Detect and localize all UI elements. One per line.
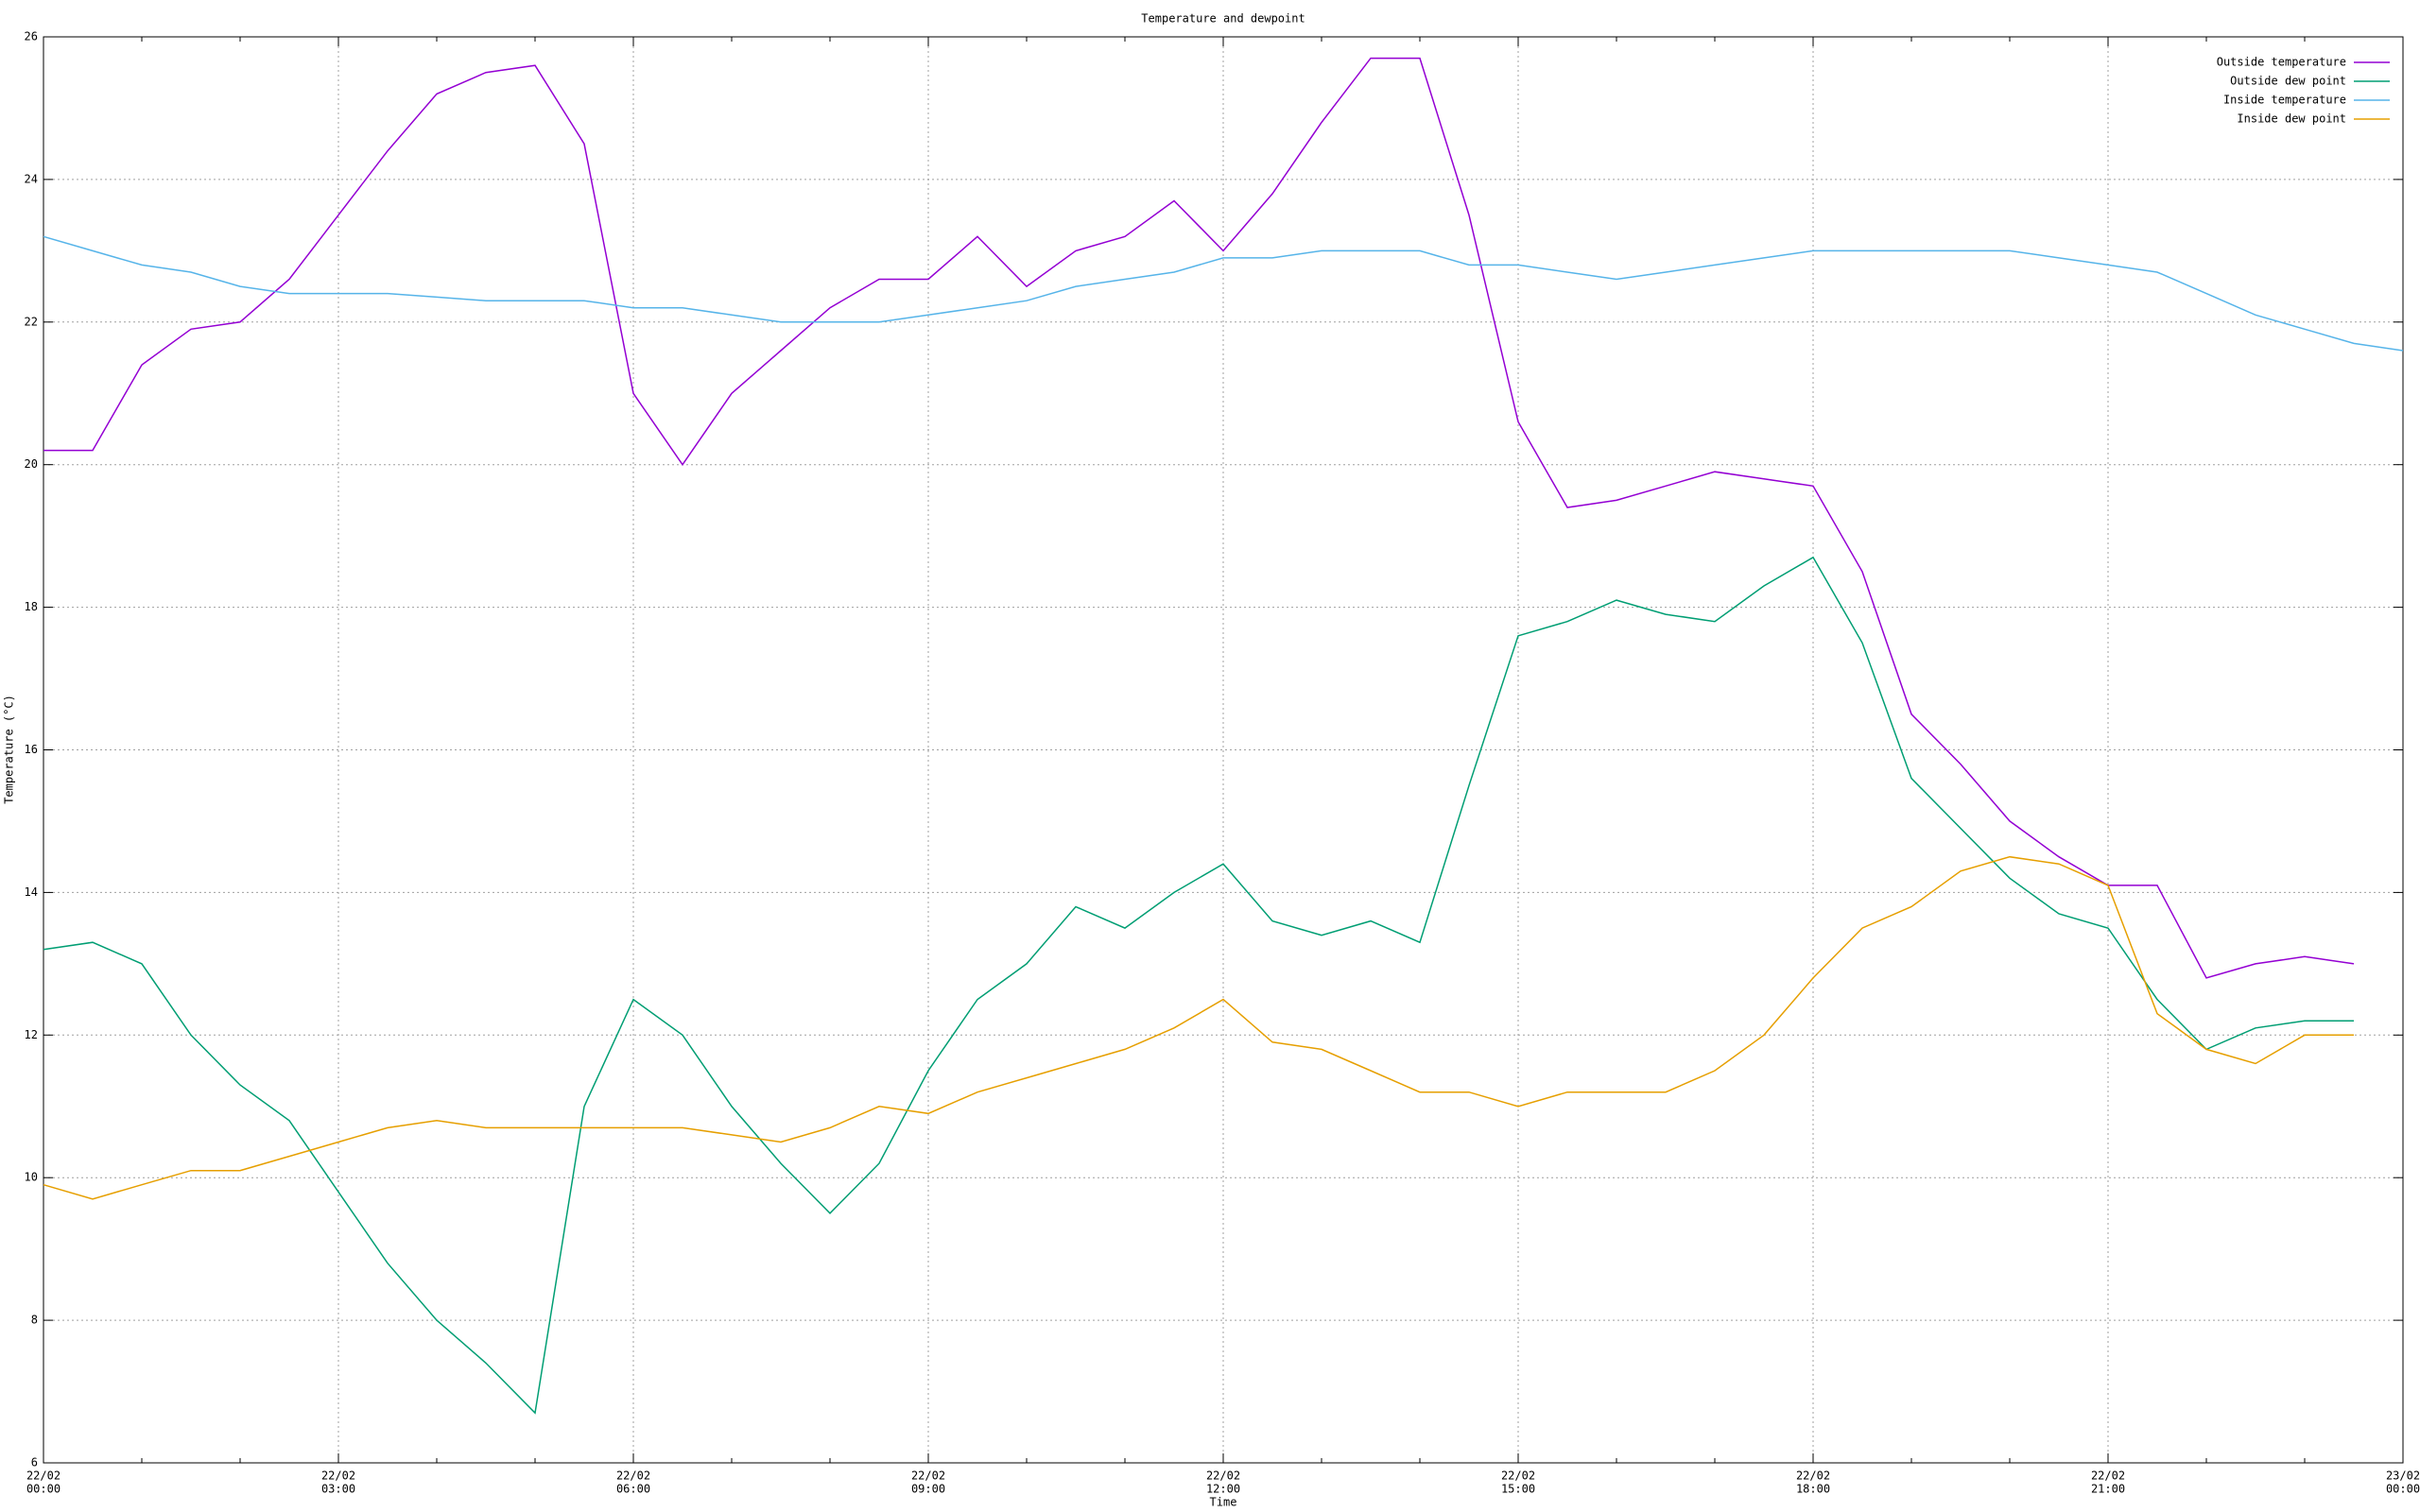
legend-label: Inside temperature xyxy=(2223,94,2346,107)
legend-label: Outside dew point xyxy=(2230,75,2346,88)
x-tick-date: 22/02 xyxy=(321,1469,355,1483)
x-tick-label: 00:00 xyxy=(26,1483,60,1496)
x-tick-label: 15:00 xyxy=(1501,1483,1535,1496)
legend-label: Inside dew point xyxy=(2237,112,2346,126)
x-tick-date: 23/02 xyxy=(2386,1469,2420,1483)
y-tick-label: 16 xyxy=(25,743,38,756)
x-tick-date: 22/02 xyxy=(1796,1469,1830,1483)
y-tick-label: 6 xyxy=(31,1456,38,1469)
x-tick-date: 22/02 xyxy=(616,1469,650,1483)
plot-frame xyxy=(43,36,2404,1464)
y-tick-label: 20 xyxy=(25,457,38,471)
x-tick-date: 22/02 xyxy=(2091,1469,2125,1483)
x-tick-date: 22/02 xyxy=(1501,1469,1535,1483)
x-tick-label: 00:00 xyxy=(2386,1483,2420,1496)
x-axis-label: Time xyxy=(1210,1496,1237,1509)
y-tick-label: 18 xyxy=(25,600,38,613)
x-tick-date: 22/02 xyxy=(1206,1469,1240,1483)
legend-label: Outside temperature xyxy=(2217,56,2346,69)
y-tick-label: 10 xyxy=(25,1171,38,1184)
y-axis-label: Temperature (°C) xyxy=(3,695,16,804)
y-tick-label: 24 xyxy=(25,172,38,185)
x-tick-date: 22/02 xyxy=(26,1469,60,1483)
series-line xyxy=(43,855,2354,1200)
x-tick-label: 18:00 xyxy=(1796,1483,1830,1496)
series-line xyxy=(43,235,2404,352)
x-tick-label: 03:00 xyxy=(321,1483,355,1496)
series-line xyxy=(43,556,2354,1415)
series-line xyxy=(43,57,2355,979)
y-tick-label: 26 xyxy=(25,30,38,43)
chart-title: Temperature and dewpoint xyxy=(1141,12,1305,26)
y-tick-label: 12 xyxy=(25,1028,38,1041)
y-tick-label: 22 xyxy=(25,315,38,328)
x-tick-label: 21:00 xyxy=(2091,1483,2125,1496)
x-tick-label: 06:00 xyxy=(616,1483,650,1496)
y-tick-label: 8 xyxy=(31,1314,38,1327)
x-tick-label: 12:00 xyxy=(1206,1483,1240,1496)
x-tick-label: 09:00 xyxy=(911,1483,945,1496)
x-tick-date: 22/02 xyxy=(911,1469,945,1483)
y-tick-label: 14 xyxy=(25,885,38,899)
